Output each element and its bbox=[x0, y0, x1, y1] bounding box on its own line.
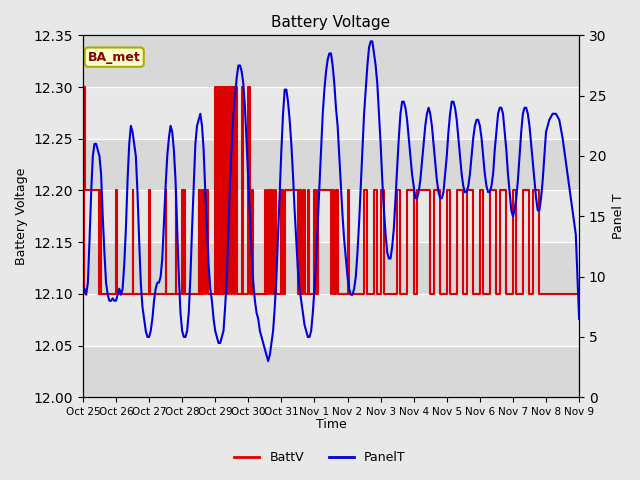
Line: PanelT: PanelT bbox=[83, 41, 579, 361]
X-axis label: Time: Time bbox=[316, 419, 346, 432]
BattV bbox=[228, 84, 236, 90]
Bar bbox=[83, 191, 579, 242]
Bar bbox=[83, 294, 579, 346]
BattV bbox=[146, 291, 154, 297]
PanelT bbox=[79, 286, 87, 291]
BattV bbox=[80, 84, 88, 90]
Bar bbox=[83, 36, 579, 87]
Legend: BattV, PanelT: BattV, PanelT bbox=[229, 446, 411, 469]
PanelT bbox=[484, 189, 492, 195]
BattV bbox=[278, 188, 285, 193]
Y-axis label: Panel T: Panel T bbox=[612, 193, 625, 239]
Title: Battery Voltage: Battery Voltage bbox=[271, 15, 390, 30]
PanelT bbox=[413, 195, 421, 201]
BattV bbox=[575, 291, 583, 297]
BattV bbox=[231, 84, 239, 90]
PanelT bbox=[264, 358, 272, 364]
PanelT bbox=[157, 274, 164, 279]
PanelT bbox=[509, 214, 516, 219]
Text: BA_met: BA_met bbox=[88, 51, 141, 64]
Bar bbox=[83, 346, 579, 397]
PanelT bbox=[491, 147, 499, 153]
Bar bbox=[83, 242, 579, 294]
PanelT bbox=[548, 111, 556, 117]
PanelT bbox=[575, 316, 583, 322]
Bar bbox=[83, 87, 579, 139]
Line: BattV: BattV bbox=[83, 87, 579, 294]
Y-axis label: Battery Voltage: Battery Voltage bbox=[15, 168, 28, 265]
BattV bbox=[370, 188, 378, 193]
Bar bbox=[83, 139, 579, 191]
PanelT bbox=[367, 38, 374, 44]
BattV bbox=[79, 291, 87, 297]
BattV bbox=[413, 291, 421, 297]
